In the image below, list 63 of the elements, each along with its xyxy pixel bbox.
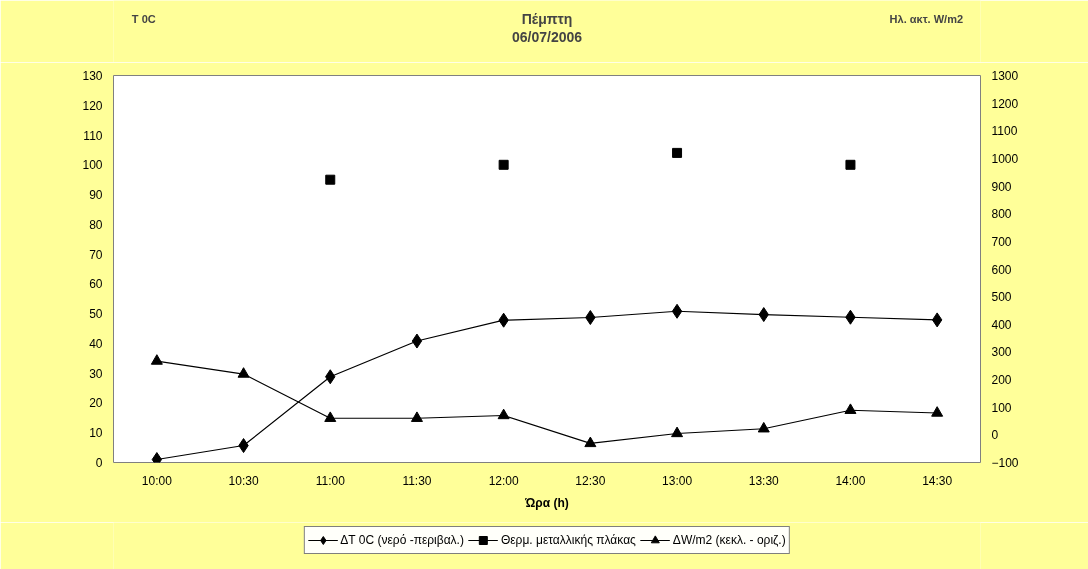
y-tick-label: 40 — [89, 336, 103, 351]
point — [845, 159, 856, 170]
x-tick-label: 11:30 — [402, 473, 432, 488]
x-axis-title: Ώρα (h) — [524, 495, 569, 510]
y-tick-label: 80 — [89, 217, 103, 232]
point — [150, 354, 163, 365]
legend-label: ΔW/m2 (κεκλ. - οριζ.) — [672, 533, 786, 547]
point — [757, 421, 770, 433]
y2-tick-label: 1200 — [991, 96, 1019, 111]
chart-title: Πέμπτη 06/07/2006 — [511, 10, 583, 45]
point — [497, 408, 510, 420]
point — [237, 367, 250, 378]
point — [325, 174, 336, 185]
y-tick-label: 20 — [89, 396, 103, 411]
y2-tick-label: 300 — [991, 345, 1012, 360]
point — [672, 147, 683, 158]
point — [931, 406, 944, 417]
y-tick-label: 130 — [82, 69, 103, 83]
point — [410, 411, 423, 422]
y-axis-title: T 0C — [131, 12, 156, 25]
y-tick-label: 10 — [89, 426, 103, 441]
y2-tick-label: 1000 — [991, 151, 1019, 166]
legend-label: ΔT 0C (νερό -περιβαλ.) — [340, 533, 464, 547]
point — [671, 303, 683, 319]
point — [411, 333, 423, 349]
point — [844, 403, 857, 414]
point — [584, 436, 597, 448]
y2-tick-label: 0 — [991, 428, 999, 443]
y2-tick-label: 1100 — [991, 124, 1018, 139]
y2-tick-label: 900 — [991, 179, 1012, 194]
y2-tick-label: 600 — [991, 262, 1012, 277]
y2-tick-label: 800 — [991, 207, 1012, 222]
y-tick-label: 30 — [89, 366, 103, 381]
x-tick-label: 12:00 — [488, 473, 519, 488]
x-tick-label: 12:30 — [575, 473, 606, 488]
y2-tick-label: 200 — [991, 373, 1012, 388]
y-tick-label: 0 — [95, 456, 103, 470]
x-tick-label: 10:00 — [141, 473, 173, 488]
y2-tick-label: 400 — [991, 317, 1012, 332]
y2-tick-label: 1300 — [991, 69, 1019, 83]
point — [671, 426, 684, 438]
y-tick-label: 120 — [82, 98, 103, 113]
y-tick-label: 90 — [89, 188, 103, 203]
y2-axis-title: Ηλ. ακτ. W/m2 — [889, 12, 964, 25]
x-tick-label: 13:30 — [748, 473, 780, 488]
legend-label: Θερμ. μεταλλικής πλάκας — [500, 533, 636, 547]
y-tick-label: 50 — [89, 307, 103, 322]
y2-tick-label: 500 — [991, 290, 1012, 305]
x-tick-label: 14:30 — [922, 473, 953, 488]
x-tick-label: 13:00 — [662, 473, 693, 488]
y2-tick-label: −100 — [991, 456, 1019, 470]
x-tick-label: 10:30 — [228, 473, 259, 488]
x-tick-label: 14:00 — [835, 473, 866, 488]
point — [498, 159, 509, 170]
x-tick-label: 11:00 — [315, 473, 346, 488]
y2-tick-label: 100 — [991, 400, 1012, 415]
point — [931, 312, 943, 328]
y-tick-label: 110 — [83, 128, 103, 143]
y-tick-label: 70 — [89, 247, 103, 262]
y2-tick-label: 700 — [991, 234, 1012, 249]
y-tick-label: 100 — [82, 158, 103, 173]
y-tick-label: 60 — [89, 277, 103, 292]
point — [324, 411, 337, 422]
